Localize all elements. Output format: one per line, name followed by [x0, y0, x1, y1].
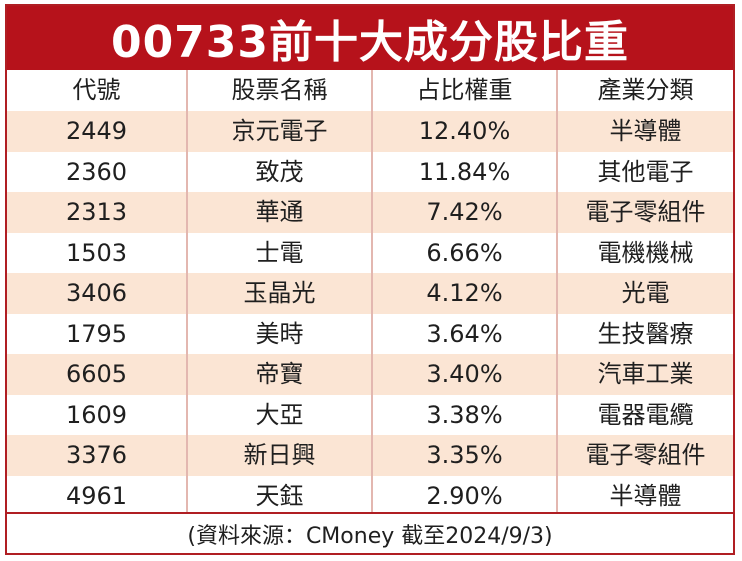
column-header-name: 股票名稱	[186, 70, 372, 111]
table-row: 2360 致茂 11.84% 其他電子	[7, 151, 733, 192]
table-row: 1795 美時 3.64% 生技醫療	[7, 313, 733, 354]
stock-code: 1795	[7, 313, 187, 354]
stock-name: 大亞	[186, 394, 372, 435]
stock-name: 帝寶	[186, 354, 372, 395]
source-note: (資料來源：CMoney 截至2024/9/3)	[7, 512, 733, 553]
stock-code: 2360	[7, 151, 187, 192]
table-row: 4961 天鈺 2.90% 半導體	[7, 475, 733, 516]
column-header-industry: 產業分類	[556, 70, 733, 111]
stock-weight: 6.66%	[371, 232, 557, 273]
holdings-table-card: 00733前十大成分股比重 代號 股票名稱 占比權重 產業分類 2449 京元電…	[5, 4, 735, 555]
column-header-code: 代號	[7, 70, 187, 111]
table-row: 1503 士電 6.66% 電機機械	[7, 232, 733, 273]
table-title: 00733前十大成分股比重	[7, 6, 733, 70]
stock-name: 士電	[186, 232, 372, 273]
stock-weight: 3.40%	[371, 354, 557, 395]
stock-industry: 其他電子	[556, 151, 733, 192]
stock-code: 2313	[7, 192, 187, 233]
stock-name: 美時	[186, 313, 372, 354]
stock-weight: 12.40%	[371, 111, 557, 152]
stock-industry: 半導體	[556, 475, 733, 516]
stock-industry: 電器電纜	[556, 394, 733, 435]
stock-industry: 電子零組件	[556, 435, 733, 476]
table-row: 2449 京元電子 12.40% 半導體	[7, 111, 733, 152]
stock-industry: 半導體	[556, 111, 733, 152]
stock-code: 3406	[7, 273, 187, 314]
stock-name: 新日興	[186, 435, 372, 476]
table-row: 3376 新日興 3.35% 電子零組件	[7, 435, 733, 476]
stock-code: 2449	[7, 111, 187, 152]
stock-industry: 生技醫療	[556, 313, 733, 354]
stock-weight: 4.12%	[371, 273, 557, 314]
stock-code: 1503	[7, 232, 187, 273]
stock-industry: 光電	[556, 273, 733, 314]
stock-name: 京元電子	[186, 111, 372, 152]
table-row: 3406 玉晶光 4.12% 光電	[7, 273, 733, 314]
stock-industry: 汽車工業	[556, 354, 733, 395]
holdings-table: 代號 股票名稱 占比權重 產業分類 2449 京元電子 12.40% 半導體 2…	[7, 70, 733, 516]
stock-name: 玉晶光	[186, 273, 372, 314]
column-header-weight: 占比權重	[371, 70, 557, 111]
stock-weight: 3.64%	[371, 313, 557, 354]
stock-code: 4961	[7, 475, 187, 516]
header-row: 代號 股票名稱 占比權重 產業分類	[7, 70, 733, 111]
stock-industry: 電機機械	[556, 232, 733, 273]
stock-weight: 2.90%	[371, 475, 557, 516]
stock-code: 3376	[7, 435, 187, 476]
stock-name: 致茂	[186, 151, 372, 192]
stock-weight: 3.35%	[371, 435, 557, 476]
stock-code: 1609	[7, 394, 187, 435]
stock-weight: 3.38%	[371, 394, 557, 435]
table-row: 2313 華通 7.42% 電子零組件	[7, 192, 733, 233]
stock-name: 天鈺	[186, 475, 372, 516]
stock-weight: 7.42%	[371, 192, 557, 233]
table-row: 6605 帝寶 3.40% 汽車工業	[7, 354, 733, 395]
stock-name: 華通	[186, 192, 372, 233]
table-row: 1609 大亞 3.38% 電器電纜	[7, 394, 733, 435]
stock-code: 6605	[7, 354, 187, 395]
stock-weight: 11.84%	[371, 151, 557, 192]
stock-industry: 電子零組件	[556, 192, 733, 233]
